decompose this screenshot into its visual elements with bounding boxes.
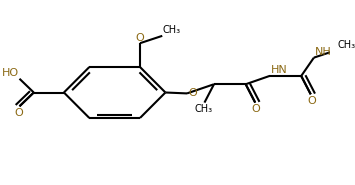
Text: O: O: [188, 88, 197, 98]
Text: CH₃: CH₃: [337, 40, 355, 50]
Text: HN: HN: [271, 65, 287, 75]
Text: O: O: [14, 108, 23, 118]
Text: O: O: [251, 104, 260, 114]
Text: CH₃: CH₃: [195, 104, 213, 114]
Text: O: O: [307, 96, 316, 106]
Text: NH: NH: [315, 47, 332, 57]
Text: HO: HO: [1, 68, 18, 78]
Text: CH₃: CH₃: [163, 26, 181, 36]
Text: O: O: [135, 33, 144, 43]
